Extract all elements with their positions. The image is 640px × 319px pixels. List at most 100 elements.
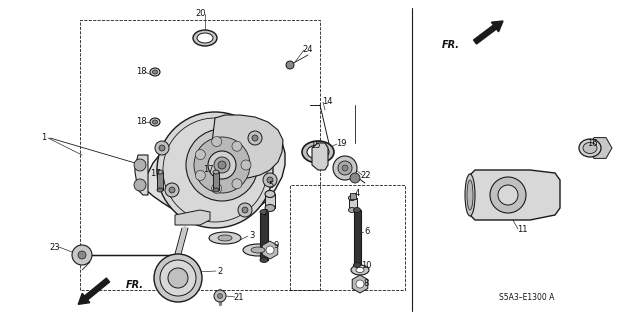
Ellipse shape: [157, 170, 163, 174]
Polygon shape: [175, 210, 210, 225]
Bar: [265, 194, 275, 208]
Ellipse shape: [349, 196, 355, 201]
Polygon shape: [143, 118, 285, 222]
FancyArrow shape: [474, 21, 503, 44]
Circle shape: [498, 185, 518, 205]
Ellipse shape: [197, 33, 213, 43]
Text: 18: 18: [136, 68, 147, 77]
Text: 5: 5: [268, 181, 274, 189]
Circle shape: [168, 268, 188, 288]
Ellipse shape: [213, 188, 219, 192]
Polygon shape: [588, 137, 612, 159]
Circle shape: [342, 165, 348, 171]
Ellipse shape: [193, 30, 217, 46]
Ellipse shape: [302, 141, 334, 163]
Text: 23: 23: [50, 242, 60, 251]
Circle shape: [266, 246, 274, 254]
Text: 17: 17: [150, 169, 160, 179]
Circle shape: [238, 203, 252, 217]
Ellipse shape: [353, 207, 360, 212]
Circle shape: [194, 137, 250, 193]
Ellipse shape: [260, 257, 268, 263]
Circle shape: [356, 280, 364, 288]
Bar: [350, 193, 356, 199]
Bar: [354, 210, 361, 265]
Circle shape: [169, 187, 175, 193]
Text: FR.: FR.: [126, 280, 144, 290]
FancyArrow shape: [78, 278, 109, 304]
Polygon shape: [262, 241, 278, 259]
Text: 4: 4: [355, 189, 360, 197]
Circle shape: [214, 157, 230, 173]
Ellipse shape: [349, 207, 355, 212]
Circle shape: [134, 179, 146, 191]
Circle shape: [212, 183, 221, 193]
Text: 3: 3: [250, 232, 255, 241]
Circle shape: [208, 151, 236, 179]
Ellipse shape: [152, 70, 157, 74]
Circle shape: [165, 183, 179, 197]
Text: 21: 21: [234, 293, 244, 301]
Circle shape: [350, 173, 360, 183]
Ellipse shape: [353, 263, 360, 268]
Bar: [349, 198, 357, 210]
Ellipse shape: [260, 210, 268, 214]
Text: 8: 8: [364, 278, 369, 287]
Circle shape: [242, 207, 248, 213]
Text: 6: 6: [364, 227, 370, 236]
Ellipse shape: [218, 235, 232, 241]
Bar: [213, 172, 219, 190]
Ellipse shape: [150, 68, 160, 76]
Circle shape: [160, 260, 196, 296]
Circle shape: [212, 137, 221, 147]
Text: 24: 24: [303, 46, 313, 55]
Ellipse shape: [356, 268, 364, 272]
Ellipse shape: [157, 188, 163, 192]
Polygon shape: [470, 170, 560, 220]
Text: 19: 19: [336, 139, 346, 149]
Ellipse shape: [150, 118, 160, 126]
Polygon shape: [207, 115, 283, 178]
Bar: [157, 172, 163, 190]
Ellipse shape: [152, 120, 157, 124]
Circle shape: [155, 141, 169, 155]
Circle shape: [214, 290, 226, 302]
Circle shape: [263, 173, 277, 187]
Ellipse shape: [243, 244, 273, 256]
Ellipse shape: [251, 247, 265, 253]
Text: 18: 18: [136, 117, 147, 127]
Text: 16: 16: [587, 138, 597, 147]
Ellipse shape: [307, 145, 329, 159]
Text: 9: 9: [273, 241, 278, 250]
Ellipse shape: [209, 232, 241, 244]
Circle shape: [72, 245, 92, 265]
Polygon shape: [135, 155, 148, 195]
Circle shape: [186, 129, 258, 201]
Text: S5A3–E1300 A: S5A3–E1300 A: [499, 293, 555, 302]
Circle shape: [157, 112, 273, 228]
Circle shape: [338, 161, 352, 175]
Ellipse shape: [467, 180, 473, 210]
Circle shape: [286, 61, 294, 69]
Text: 7: 7: [262, 209, 268, 218]
Text: 1: 1: [42, 133, 47, 143]
Circle shape: [154, 254, 202, 302]
Circle shape: [490, 177, 526, 213]
Circle shape: [78, 251, 86, 259]
Circle shape: [267, 177, 273, 183]
Ellipse shape: [465, 174, 475, 216]
Ellipse shape: [213, 170, 219, 174]
Circle shape: [252, 135, 258, 141]
Circle shape: [218, 293, 223, 299]
Ellipse shape: [579, 139, 601, 157]
Text: 22: 22: [361, 170, 371, 180]
Text: 20: 20: [196, 10, 206, 19]
Ellipse shape: [351, 265, 369, 275]
Circle shape: [232, 179, 242, 189]
Circle shape: [134, 159, 146, 171]
Text: 14: 14: [322, 98, 332, 107]
Text: 10: 10: [361, 262, 371, 271]
Text: FR.: FR.: [442, 40, 460, 50]
Circle shape: [159, 145, 165, 151]
Text: 17: 17: [203, 166, 213, 174]
